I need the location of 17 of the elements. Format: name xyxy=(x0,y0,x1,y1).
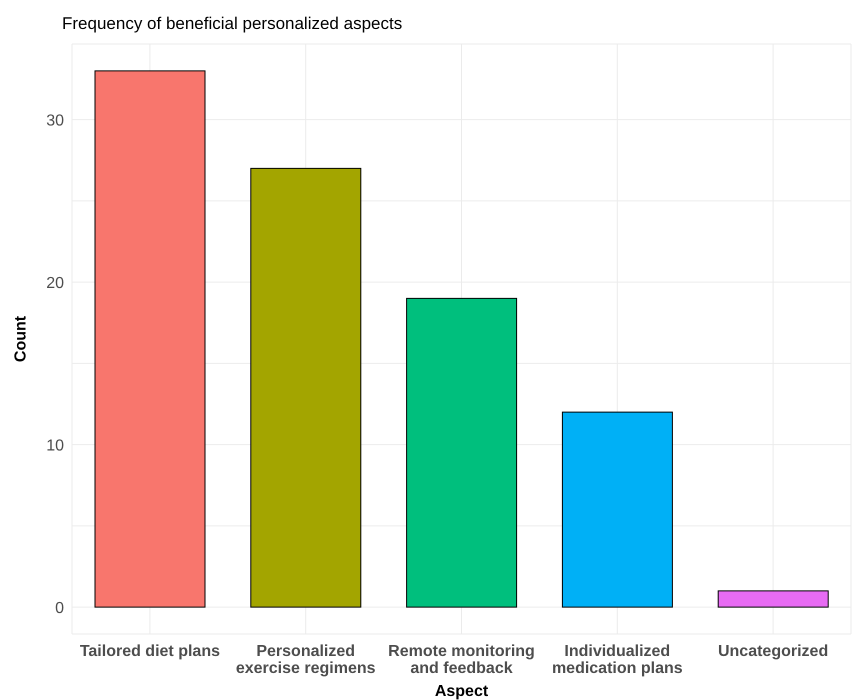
bar xyxy=(718,590,829,608)
x-tick-label: Personalized exercise regimens xyxy=(236,643,376,677)
y-tick-label: 0 xyxy=(55,600,64,617)
x-tick-label: Tailored diet plans xyxy=(80,643,220,660)
y-axis-title: Count xyxy=(12,315,30,362)
chart-title: Frequency of beneficial personalized aspects xyxy=(61,13,404,35)
y-tick-label: 20 xyxy=(46,274,64,292)
x-tick-label: Individualized medication plans xyxy=(552,643,683,677)
x-tick-label: Uncategorized xyxy=(718,643,828,660)
bar xyxy=(250,168,362,608)
bar xyxy=(562,412,673,608)
bar xyxy=(94,70,206,608)
x-axis-title: Aspect xyxy=(434,683,489,700)
bar xyxy=(406,298,518,608)
y-tick-label: 30 xyxy=(46,112,64,130)
y-tick-label: 10 xyxy=(46,437,64,454)
x-tick-label: Remote monitoring and feedback xyxy=(388,643,535,677)
